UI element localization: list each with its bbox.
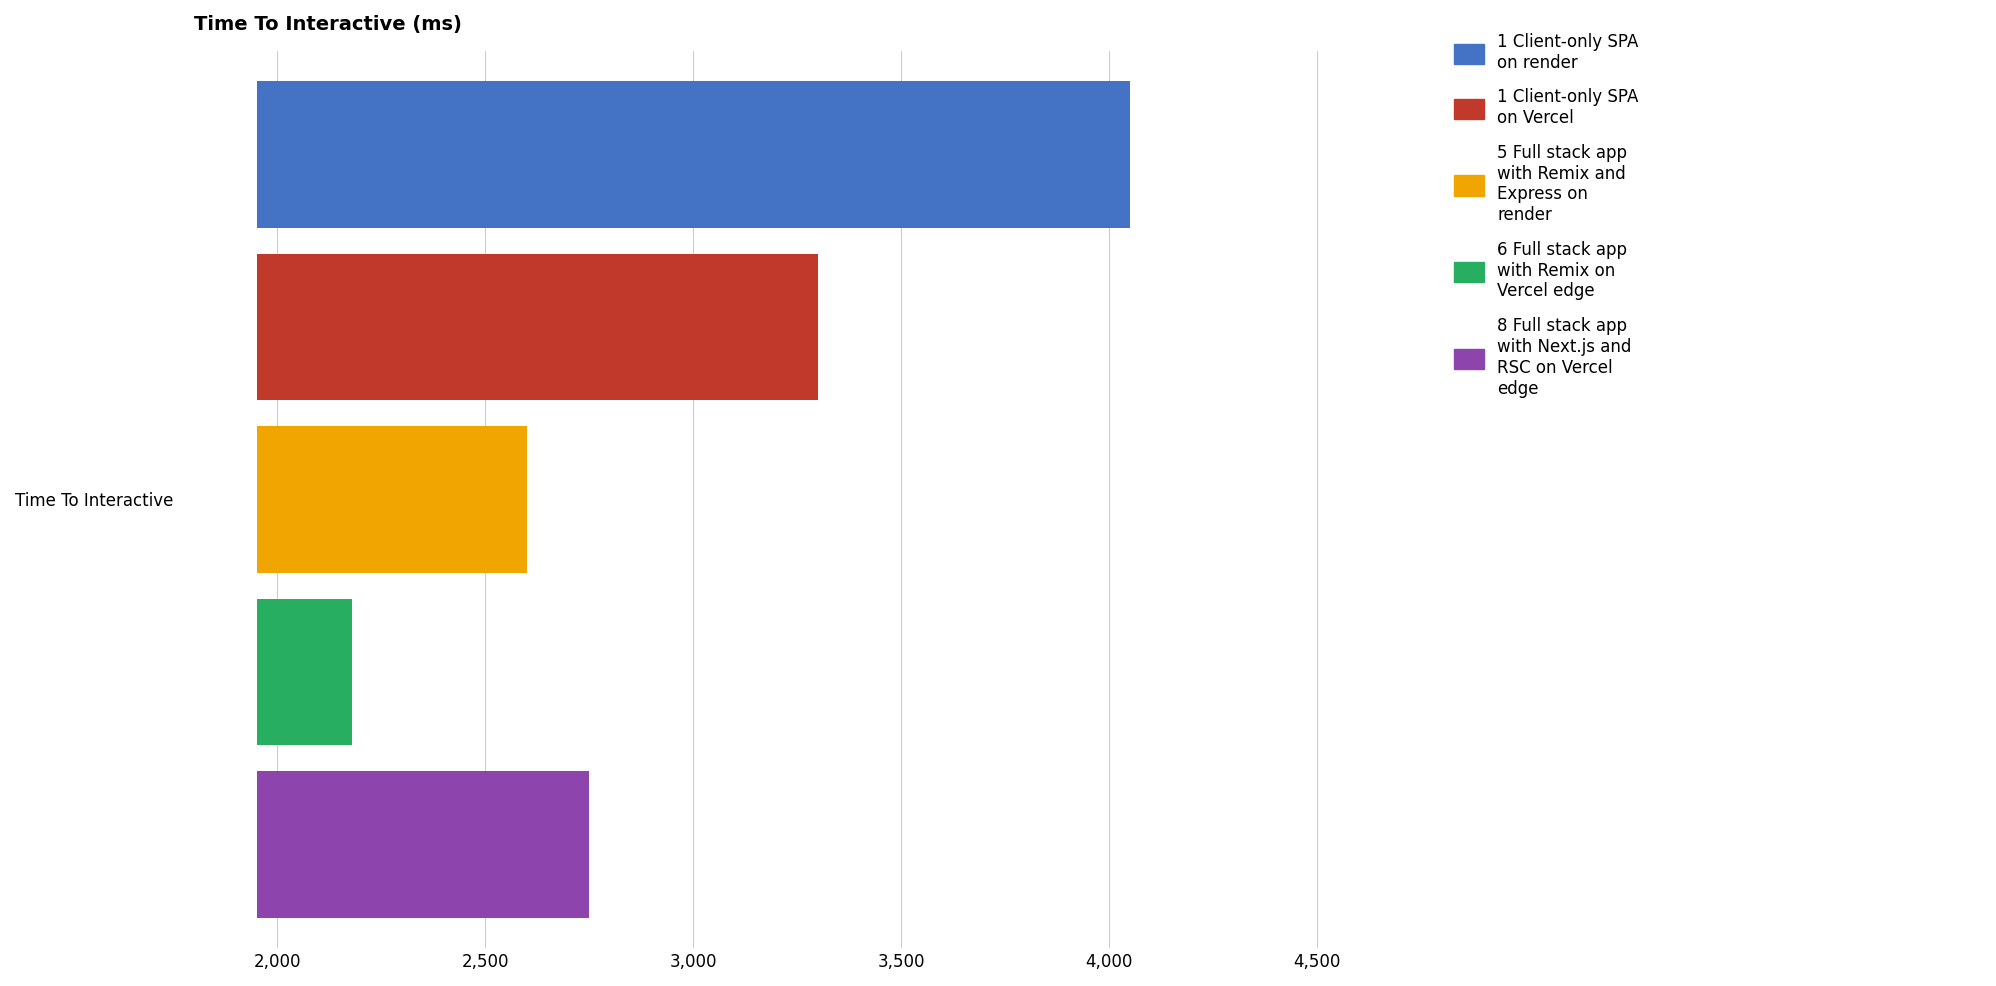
Bar: [257, 599, 351, 745]
Legend: 1 Client-only SPA
on render, 1 Client-only SPA
on Vercel, 5 Full stack app
with : 1 Client-only SPA on render, 1 Client-on…: [1453, 33, 1639, 397]
Bar: [257, 253, 818, 400]
Bar: [257, 426, 527, 573]
Bar: [257, 771, 589, 918]
Text: Time To Interactive (ms): Time To Interactive (ms): [194, 15, 463, 34]
Bar: [257, 81, 1130, 228]
